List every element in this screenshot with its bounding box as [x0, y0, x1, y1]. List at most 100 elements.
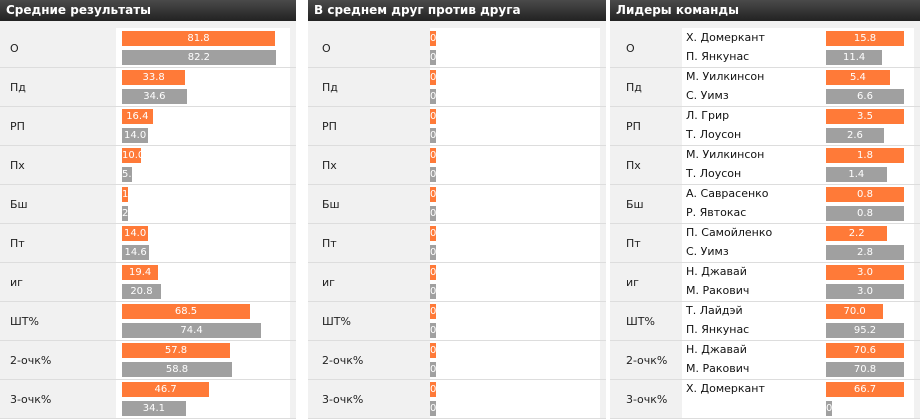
leader-row: Бш А. Савраcенко 0.8 Р. Явтокас 0.8: [610, 185, 920, 224]
stat-row: 2-очк% 57.8 58.8: [0, 341, 296, 380]
team-b-bar: 0: [430, 89, 436, 104]
team-b-bar: 5.6: [122, 167, 133, 182]
team-a-bar: 0: [430, 31, 436, 46]
team-a-bar: 0: [430, 265, 436, 280]
player-name[interactable]: Л. Грир: [686, 109, 730, 122]
player-name[interactable]: А. Савраcенко: [686, 187, 769, 200]
leader-team-a: М. Уилкинсон 5.4: [682, 68, 914, 87]
leaders-panel-title: Лидеры команды: [610, 0, 920, 21]
leader-a-bar: 3.5: [826, 109, 904, 124]
stat-category: Бш: [10, 198, 28, 211]
player-name[interactable]: М. Ракович: [686, 284, 750, 297]
team-a-bar: 46.7: [122, 382, 210, 397]
stat-category: иг: [10, 276, 23, 289]
player-name[interactable]: Н. Джавай: [686, 265, 747, 278]
leader-row: РП Л. Грир 3.5 Т. Лоусон 2.6: [610, 107, 920, 146]
team-a-bar: 0: [430, 70, 436, 85]
team-b-bar: 82.2: [122, 50, 276, 65]
leader-team-a: А. Савраcенко 0.8: [682, 185, 914, 204]
player-name[interactable]: М. Уилкинсон: [686, 70, 765, 83]
leader-team-b: 0: [682, 399, 914, 418]
leader-team-b: С. Уимз 2.8: [682, 243, 914, 262]
player-name[interactable]: М. Уилкинсон: [686, 148, 765, 161]
player-name[interactable]: П. Янкунас: [686, 323, 750, 336]
stat-row: 3-очк% 46.7 34.1: [0, 380, 296, 419]
stat-category: 3-очк%: [322, 393, 364, 406]
team-a-bar: 0: [430, 109, 436, 124]
leader-row: Пд М. Уилкинсон 5.4 С. Уимз 6.6: [610, 68, 920, 107]
stat-row: РП 16.4 14.0: [0, 107, 296, 146]
stat-category: ШТ%: [322, 315, 351, 328]
player-name[interactable]: Т. Лоусон: [686, 167, 742, 180]
leaders-panel-body: О Х. Домеркант 15.8 П. Янкунас 11.4 Пд М. Уилк…: [610, 21, 920, 419]
team-a-bar: 1.6: [122, 187, 128, 202]
leader-a-bar: 15.8: [826, 31, 904, 46]
leader-team-b: М. Ракович 3.0: [682, 282, 914, 301]
head-to-head-panel-body: О 0 0 Пд 0 0 РП 0 0 Пх 0 0 Бш 0 0 Пт 0 0 иг 0 0 ШТ% 0 0 2-очк% 0 0…: [308, 21, 606, 419]
stat-row: ШТ% 68.5 74.4: [0, 302, 296, 341]
leader-team-b: С. Уимз 6.6: [682, 87, 914, 106]
player-name[interactable]: Т. Лоусон: [686, 128, 742, 141]
stat-row: иг 0 0: [308, 263, 606, 302]
stat-row: ШТ% 0 0: [308, 302, 606, 341]
team-a-bar: 68.5: [122, 304, 251, 319]
player-name[interactable]: П. Янкунас: [686, 50, 750, 63]
leader-b-bar: 2.6: [826, 128, 884, 143]
stat-category: Пх: [626, 159, 641, 172]
stat-category: 2-очк%: [10, 354, 52, 367]
leader-team-a: Л. Грир 3.5: [682, 107, 914, 126]
leader-team-a: М. Уилкинсон 1.8: [682, 146, 914, 165]
averages-panel-body: О 81.8 82.2 Пд 33.8 34.6 РП 16.4 14.0 Пх 10.0 5.6 Бш…: [0, 21, 296, 419]
leader-team-b: П. Янкунас 95.2: [682, 321, 914, 340]
stat-row: 2-очк% 0 0: [308, 341, 606, 380]
stat-row: Пт 14.0 14.6: [0, 224, 296, 263]
stat-row: Пд 0 0: [308, 68, 606, 107]
team-b-bar: 34.1: [122, 401, 186, 416]
team-a-bar: 0: [430, 343, 436, 358]
averages-panel: Средние результаты О 81.8 82.2 Пд 33.8 34.6 РП…: [0, 0, 296, 419]
team-b-bar: 0: [430, 206, 436, 221]
team-a-bar: 0: [430, 187, 436, 202]
stat-category: Пд: [626, 81, 642, 94]
leader-b-bar: 1.4: [826, 167, 887, 182]
player-name[interactable]: Р. Явтокас: [686, 206, 747, 219]
stat-category: Пт: [322, 237, 337, 250]
leaders-panel: Лидеры команды О Х. Домеркант 15.8 П. Янкун…: [610, 0, 920, 419]
leader-b-bar: 3.0: [826, 284, 904, 299]
player-name[interactable]: Х. Домеркант: [686, 31, 765, 44]
leader-a-bar: 0.8: [826, 187, 904, 202]
leader-team-b: Т. Лоусон 2.6: [682, 126, 914, 145]
leader-a-bar: 3.0: [826, 265, 904, 280]
leader-a-bar: 66.7: [826, 382, 904, 397]
stat-row: Пх 0 0: [308, 146, 606, 185]
leader-a-bar: 70.0: [826, 304, 884, 319]
player-name[interactable]: Н. Джавай: [686, 343, 747, 356]
stat-row: Пх 10.0 5.6: [0, 146, 296, 185]
player-name[interactable]: П. Самойленко: [686, 226, 773, 239]
player-name[interactable]: Х. Домеркант: [686, 382, 765, 395]
stat-category: Бш: [626, 198, 644, 211]
leader-row: 2-очк% Н. Джавай 70.6 М. Ракович 70.8: [610, 341, 920, 380]
stat-category: РП: [626, 120, 641, 133]
player-name[interactable]: С. Уимз: [686, 89, 729, 102]
player-name[interactable]: С. Уимз: [686, 245, 729, 258]
averages-panel-title: Средние результаты: [0, 0, 296, 21]
team-b-bar: 0: [430, 401, 436, 416]
team-b-bar: 14.6: [122, 245, 150, 260]
player-name[interactable]: М. Ракович: [686, 362, 750, 375]
leader-row: О Х. Домеркант 15.8 П. Янкунас 11.4: [610, 29, 920, 68]
stat-category: 2-очк%: [626, 354, 668, 367]
team-b-bar: 58.8: [122, 362, 232, 377]
leader-team-a: Х. Домеркант 15.8: [682, 29, 914, 48]
stat-category: РП: [322, 120, 337, 133]
leader-b-bar: 0: [826, 401, 832, 416]
team-b-bar: 0: [430, 50, 436, 65]
team-a-bar: 0: [430, 382, 436, 397]
player-name[interactable]: Т. Лайдэй: [686, 304, 743, 317]
team-a-bar: 0: [430, 148, 436, 163]
team-b-bar: 14.0: [122, 128, 149, 143]
leader-b-bar: 11.4: [826, 50, 883, 65]
head-to-head-panel-title: В среднем друг против друга: [308, 0, 606, 21]
team-b-bar: 0: [430, 167, 436, 182]
team-a-bar: 10.0: [122, 148, 141, 163]
